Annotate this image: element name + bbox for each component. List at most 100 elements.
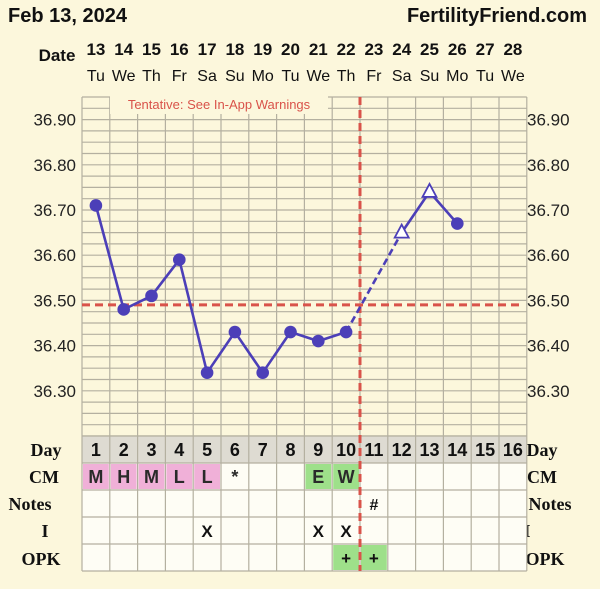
date-number: 26 xyxy=(448,40,467,59)
day-row-label-left: Day xyxy=(31,440,62,460)
temperature-point-open[interactable] xyxy=(393,222,411,239)
date-number: 17 xyxy=(198,40,217,59)
day-number: 1 xyxy=(91,440,101,460)
date-number: 14 xyxy=(114,40,133,59)
date-number: 18 xyxy=(225,40,244,59)
cm-value: W xyxy=(338,467,355,487)
day-number: 12 xyxy=(392,440,412,460)
temperature-point[interactable] xyxy=(145,289,158,303)
notes-row-label-right: Notes xyxy=(529,494,572,514)
weekday-label: We xyxy=(112,68,136,85)
temperature-point-open[interactable] xyxy=(420,182,439,198)
cm-row-label-left: CM xyxy=(29,467,59,487)
y-tick-label-left: 36.40 xyxy=(33,337,76,356)
y-tick-label-right: 36.40 xyxy=(527,337,570,356)
temperature-point[interactable] xyxy=(451,217,464,230)
temperature-point[interactable] xyxy=(89,199,103,212)
date-number: 24 xyxy=(392,40,411,59)
opk-value: + xyxy=(341,549,351,568)
day-number: 16 xyxy=(503,440,523,460)
day-number: 2 xyxy=(119,440,129,460)
weekday-label: Tu xyxy=(476,68,494,85)
temperature-point[interactable] xyxy=(312,334,325,348)
day-number: 11 xyxy=(364,440,383,460)
temperature-line-solid xyxy=(94,205,347,375)
day-row-label-right: Day xyxy=(527,440,558,460)
date-number: 27 xyxy=(476,40,495,59)
opk-row-label-left: OPK xyxy=(22,549,61,569)
temperature-point[interactable] xyxy=(117,303,130,316)
date-number: 23 xyxy=(364,40,383,59)
cm-cell-highlight xyxy=(83,464,109,489)
y-tick-label-right: 36.70 xyxy=(527,201,570,220)
y-tick-label-left: 36.80 xyxy=(33,156,76,175)
weekday-label: Mo xyxy=(252,68,274,85)
day-number: 14 xyxy=(447,440,467,460)
y-tick-label-left: 36.90 xyxy=(33,111,76,130)
cm-cell-highlight xyxy=(194,464,220,489)
cm-value: M xyxy=(144,467,159,487)
weekday-label: Su xyxy=(420,68,440,85)
weekday-label: Tu xyxy=(281,68,299,85)
intercourse-row-label-left: I xyxy=(41,521,48,541)
temperature-point[interactable] xyxy=(173,253,186,267)
weekday-label: Fr xyxy=(366,68,382,85)
date-number: 13 xyxy=(86,40,105,59)
date-number: 20 xyxy=(281,40,300,59)
temperature-point[interactable] xyxy=(284,325,297,339)
y-tick-label-left: 36.50 xyxy=(33,291,76,310)
intercourse-value: X xyxy=(201,522,213,541)
opk-value: + xyxy=(369,549,379,568)
temperature-point[interactable] xyxy=(256,366,270,380)
temperature-points xyxy=(89,182,464,380)
weekday-label: Su xyxy=(225,68,245,85)
y-tick-label-right: 36.80 xyxy=(527,156,570,175)
day-number: 5 xyxy=(202,440,212,460)
date-number: 25 xyxy=(420,40,439,59)
temperature-point[interactable] xyxy=(200,366,214,380)
notes-value: # xyxy=(369,497,378,514)
cm-cell-highlight xyxy=(166,464,193,489)
temperature-line-dashed xyxy=(344,231,403,333)
day-number: 15 xyxy=(475,440,495,460)
cm-value: M xyxy=(88,467,103,487)
date-number: 22 xyxy=(337,40,356,59)
tentative-warning[interactable]: Tentative: See In-App Warnings xyxy=(128,97,311,112)
cm-cell-highlight xyxy=(333,464,359,489)
date-number: 21 xyxy=(309,40,328,59)
y-tick-label-left: 36.60 xyxy=(33,246,76,265)
cm-cell-highlight xyxy=(305,464,332,489)
weekday-label: Tu xyxy=(87,68,105,85)
chart-grid xyxy=(81,96,528,437)
y-axis-labels: 36.90 36.90 36.80 36.80 36.70 36.70 36.60 36.60… xyxy=(33,111,569,401)
y-tick-label-right: 36.90 xyxy=(527,111,570,130)
weekday-label: Mo xyxy=(446,68,468,85)
cm-value: H xyxy=(117,467,130,487)
cm-value: * xyxy=(231,467,238,487)
day-number: 10 xyxy=(336,440,356,460)
cm-row-label-right: CM xyxy=(527,467,557,487)
date-header: 13 Tu 14 We 15 Th 16 Fr 17 Sa 18 Su 19 Mo 20 Tu 21 We 22 Th… xyxy=(86,40,524,85)
day-number: 8 xyxy=(285,440,295,460)
warning-backdrop xyxy=(110,95,328,114)
cm-cell-highlight xyxy=(138,464,165,489)
weekday-label: Sa xyxy=(197,68,217,85)
weekday-label: We xyxy=(501,68,525,85)
date-row-label: Date xyxy=(39,46,76,65)
date-number: 15 xyxy=(142,40,161,59)
coverline-layer xyxy=(82,97,520,571)
cm-cell-highlight xyxy=(110,464,137,489)
weekday-label: Fr xyxy=(172,68,188,85)
opk-row-label-right: OPK xyxy=(526,549,565,569)
temperature-point[interactable] xyxy=(339,325,353,339)
intercourse-value: X xyxy=(313,522,325,541)
date-number: 16 xyxy=(170,40,189,59)
y-tick-label-right: 36.30 xyxy=(527,382,570,401)
brand-link[interactable]: FertilityFriend.com xyxy=(407,5,587,27)
y-tick-label-left: 36.70 xyxy=(33,201,76,220)
opk-cell-highlight xyxy=(333,545,359,570)
cm-value: L xyxy=(202,467,213,487)
temperature-point[interactable] xyxy=(228,325,242,339)
y-tick-label-left: 36.30 xyxy=(33,382,76,401)
